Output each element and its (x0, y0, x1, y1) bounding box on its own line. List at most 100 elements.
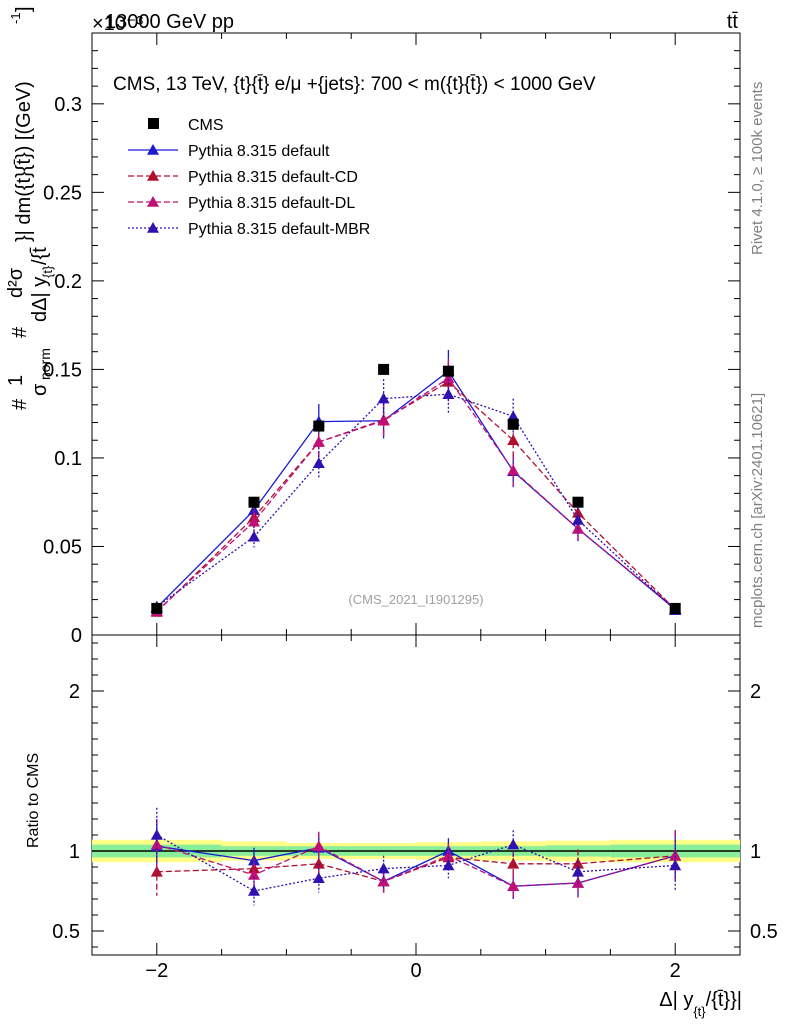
y-label-close: ] (13, 6, 35, 12)
y-label-norm: norm (37, 348, 53, 380)
ratio-y-tick-label-right: 2 (750, 681, 761, 703)
x-label-t-sub: {t} (693, 1004, 706, 1019)
x-label-dy: Δ| y (659, 989, 693, 1011)
ratio-marker (507, 880, 520, 891)
legend-label: Pythia 8.315 default-MBR (188, 221, 370, 238)
y-tick-label: 0.05 (43, 536, 82, 558)
y-label-dy: dΔ| y (29, 277, 51, 322)
legend: CMS Pythia 8.315 default Pythia 8.315 defa… (128, 117, 370, 238)
y-label-hash-1: # (9, 398, 31, 410)
ratio-y-tick-label: 2 (69, 681, 80, 703)
data-point-marker (442, 365, 454, 377)
x-tick-label: 2 (670, 960, 681, 982)
series-marker (312, 436, 325, 447)
y-tick-label: 0.2 (54, 271, 82, 293)
ratio-marker (669, 859, 682, 871)
ratio-marker (248, 869, 260, 880)
x-label-rest: /{t̄}}| (706, 989, 742, 1011)
cms-data-points (151, 363, 681, 614)
x-tick-label: 0 (410, 960, 421, 982)
legend-marker (147, 144, 159, 155)
ratio-marker (377, 862, 390, 874)
legend-label: Pythia 8.315 default-DL (188, 195, 355, 212)
series-marker (248, 530, 260, 542)
legend-label: Pythia 8.315 default-CD (188, 169, 358, 186)
y-label-sigma: σ (29, 383, 51, 396)
y-label-hash-2: # (9, 326, 31, 338)
ratio-y-tick-label-right: 0.5 (750, 921, 778, 943)
legend-marker-cms (148, 118, 159, 129)
series-marker (572, 513, 584, 525)
y-tick-label: 0.15 (43, 359, 82, 381)
series-line (156, 370, 676, 610)
process-label: tt̄ (727, 11, 739, 33)
y-label-exp: -1 (8, 12, 23, 24)
y-label-dm: }| dm({t}{t̄}) [(GeV) (13, 81, 35, 242)
y-label-d2sigma: d²σ (5, 267, 27, 298)
series-line (156, 377, 676, 612)
ratio-marker (572, 865, 584, 877)
series-marker (442, 388, 455, 399)
y-label-tbar: /{t̄ (29, 247, 51, 265)
ratio-marker (442, 849, 455, 861)
y-axis-label: # 1 σ norm # d²σ dΔ| y {t} /{t̄ }| dm({t… (3, 6, 57, 410)
data-point-marker (313, 420, 325, 432)
data-point-marker (507, 418, 519, 430)
exponent-label: ×10⁻³ (92, 13, 143, 35)
y-tick-label: 0 (71, 625, 82, 647)
series-line (156, 393, 676, 611)
ratio-series-layer (150, 807, 682, 906)
ratio-series-line (156, 855, 676, 883)
plot-title: CMS, 13 TeV, {t}{t̄} e/μ +{jets}: 700 < … (113, 74, 596, 95)
mcplots-label: mcplots.cern.ch [arXiv:2401.10621] (749, 393, 766, 628)
series-marker (507, 464, 520, 476)
y-tick-label: 0.1 (54, 448, 82, 470)
data-point-marker (378, 363, 390, 375)
ratio-marker (312, 840, 325, 851)
ratio-marker (442, 859, 455, 871)
data-point-marker (572, 496, 584, 508)
ratio-marker (312, 872, 325, 883)
y-label-t-sub: {t} (40, 265, 55, 278)
series-marker (507, 410, 520, 422)
series-marker (248, 515, 260, 527)
y-tick-label: 0.3 (54, 94, 82, 116)
series-marker (312, 457, 325, 469)
svg-text:# 1 σ norm: # 1 σ norm # d²σ dΔ| y {t} /{t̄ }| dm({t… (3, 6, 57, 410)
ratio-y-tick-label: 0.5 (52, 921, 80, 943)
legend-label-cms: CMS (188, 117, 224, 134)
ratio-marker (507, 838, 520, 850)
ratio-y-tick-label-right: 1 (750, 841, 761, 863)
x-axis-label: Δ| y{t}/{t̄}}| (659, 989, 742, 1019)
legend-label: Pythia 8.315 default (188, 143, 330, 160)
data-point-marker (151, 602, 163, 614)
x-tick-label: −2 (145, 960, 168, 982)
ratio-y-label: Ratio to CMS (25, 753, 42, 848)
ratio-marker (669, 849, 682, 861)
legend-marker (147, 196, 159, 207)
series-line (156, 381, 676, 613)
analysis-watermark: (CMS_2021_I1901295) (348, 592, 483, 607)
ratio-marker (150, 865, 163, 877)
ratio-marker (150, 829, 163, 840)
ratio-series-line (156, 834, 676, 892)
axis-ticks: −2 0 2 0 0.05 0.1 0.15 0.2 0.25 0.3 0.5 0.5 1 1 2 2 (43, 33, 778, 982)
rivet-label: Rivet 4.1.0, ≥ 100k events (749, 82, 766, 255)
ratio-plot-frame (91, 634, 741, 956)
ratio-marker (507, 857, 520, 869)
y-tick-label: 0.25 (43, 182, 82, 204)
data-point-marker (248, 496, 260, 508)
y-label-one: 1 (5, 375, 27, 386)
series-marker (377, 392, 390, 404)
energy-label: 13000 GeV pp (105, 11, 234, 33)
series-marker (377, 414, 390, 426)
legend-marker (147, 222, 159, 233)
ratio-y-tick-label: 1 (69, 841, 80, 863)
ratio-marker (312, 857, 325, 869)
data-point-marker (669, 602, 681, 614)
ratio-series-line (156, 843, 676, 887)
main-series-layer (150, 349, 682, 617)
series-marker (442, 372, 455, 384)
legend-marker (147, 170, 159, 181)
